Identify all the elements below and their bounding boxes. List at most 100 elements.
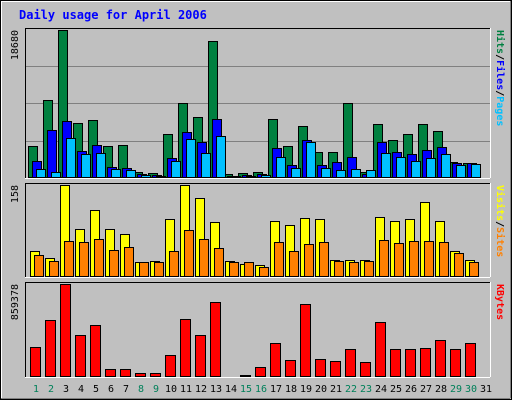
day-label-14: 14 xyxy=(225,384,237,395)
bar-kbytes-day-21 xyxy=(330,361,341,377)
bar-kbytes-day-26 xyxy=(405,349,416,377)
bar-sites-day-30 xyxy=(469,262,479,277)
bar-sites-day-14 xyxy=(229,262,239,277)
day-label-6: 6 xyxy=(108,384,114,395)
bar-kbytes-day-20 xyxy=(315,359,326,377)
bar-sites-day-16 xyxy=(259,267,269,277)
bar-kbytes-day-12 xyxy=(195,335,206,377)
chart-title: Daily usage for April 2006 xyxy=(19,8,207,22)
bar-kbytes-day-27 xyxy=(420,348,431,377)
day-label-29: 29 xyxy=(450,384,462,395)
bar-sites-day-8 xyxy=(139,262,149,277)
bar-pages-day-19 xyxy=(306,142,316,178)
day-label-30: 30 xyxy=(465,384,477,395)
visits_panel: 158 Visits/Sites xyxy=(10,183,506,278)
bar-sites-day-21 xyxy=(334,261,344,277)
bar-kbytes-day-1 xyxy=(30,347,41,377)
day-label-21: 21 xyxy=(330,384,342,395)
bar-sites-day-3 xyxy=(64,241,74,277)
legend-separator: / xyxy=(494,90,505,96)
bar-sites-day-11 xyxy=(184,230,194,277)
day-label-26: 26 xyxy=(405,384,417,395)
bar-pages-day-13 xyxy=(216,136,226,178)
bar-kbytes-day-2 xyxy=(45,320,56,377)
day-label-16: 16 xyxy=(255,384,267,395)
bar-pages-day-11 xyxy=(186,139,196,178)
bar-kbytes-day-9 xyxy=(150,373,161,377)
kbytes_panel: 859378 KBytes xyxy=(10,282,505,378)
bar-sites-day-12 xyxy=(199,239,209,277)
day-label-24: 24 xyxy=(375,384,387,395)
bar-sites-day-28 xyxy=(439,242,449,277)
bar-sites-day-1 xyxy=(34,255,44,277)
axis-legend-label: Hits/Files/Pages xyxy=(494,30,506,126)
bar-kbytes-day-28 xyxy=(435,340,446,377)
day-label-31: 31 xyxy=(480,384,492,395)
bar-pages-day-6 xyxy=(111,169,121,178)
y-max-label: 859378 xyxy=(10,284,21,320)
bar-kbytes-day-30 xyxy=(465,343,476,377)
bar-sites-day-23 xyxy=(364,261,374,277)
bar-files-day-2 xyxy=(47,130,57,178)
bar-pages-day-24 xyxy=(381,153,391,178)
bar-pages-day-4 xyxy=(81,154,91,178)
bar-kbytes-day-22 xyxy=(345,349,356,377)
bar-pages-day-3 xyxy=(66,138,76,178)
bar-sites-day-19 xyxy=(304,244,314,277)
bar-pages-day-9 xyxy=(156,176,166,178)
bar-pages-day-5 xyxy=(96,153,106,178)
y-max-label: 158 xyxy=(10,185,21,203)
day-label-19: 19 xyxy=(300,384,312,395)
day-label-4: 4 xyxy=(78,384,84,395)
day-label-27: 27 xyxy=(420,384,432,395)
bar-pages-day-2 xyxy=(51,172,61,178)
bar-kbytes-day-4 xyxy=(75,335,86,377)
day-label-8: 8 xyxy=(138,384,144,395)
bar-pages-day-17 xyxy=(276,157,286,178)
bar-kbytes-day-3 xyxy=(60,284,71,377)
bar-kbytes-day-16 xyxy=(255,367,266,377)
bar-pages-day-23 xyxy=(366,170,376,178)
bar-pages-day-8 xyxy=(141,175,151,178)
day-label-13: 13 xyxy=(210,384,222,395)
day-label-20: 20 xyxy=(315,384,327,395)
bar-sites-day-7 xyxy=(124,247,134,277)
bar-pages-day-1 xyxy=(36,169,46,178)
bar-pages-day-28 xyxy=(441,154,451,178)
bar-sites-day-10 xyxy=(169,251,179,277)
day-label-12: 12 xyxy=(195,384,207,395)
bar-kbytes-day-13 xyxy=(210,302,221,377)
bar-pages-day-18 xyxy=(291,168,301,178)
hits_panel: 18680 Hits/Files/Pages xyxy=(10,28,506,179)
legend-sites: Sites xyxy=(494,227,506,257)
bar-pages-day-29 xyxy=(456,165,466,178)
bar-sites-day-18 xyxy=(289,251,299,277)
bar-sites-day-2 xyxy=(49,261,59,277)
bar-sites-day-5 xyxy=(94,239,104,277)
bar-pages-day-16 xyxy=(261,175,271,178)
bar-sites-day-13 xyxy=(214,248,224,277)
day-label-11: 11 xyxy=(180,384,192,395)
bar-kbytes-day-15 xyxy=(240,375,251,377)
bar-kbytes-day-17 xyxy=(270,343,281,377)
day-label-5: 5 xyxy=(93,384,99,395)
day-label-18: 18 xyxy=(285,384,297,395)
legend-separator: / xyxy=(494,54,505,60)
bar-pages-day-21 xyxy=(336,170,346,178)
bar-sites-day-29 xyxy=(454,253,464,277)
bar-kbytes-day-23 xyxy=(360,362,371,377)
bar-sites-day-27 xyxy=(424,241,434,277)
bar-sites-day-4 xyxy=(79,242,89,277)
bar-pages-day-25 xyxy=(396,157,406,178)
bar-sites-day-6 xyxy=(109,250,119,277)
day-label-28: 28 xyxy=(435,384,447,395)
bar-sites-day-26 xyxy=(409,241,419,277)
bar-kbytes-day-19 xyxy=(300,304,311,377)
day-label-7: 7 xyxy=(123,384,129,395)
day-label-9: 9 xyxy=(153,384,159,395)
bar-kbytes-day-25 xyxy=(390,349,401,377)
day-labels: 1 2 3 4 5 6 7 8 9 10 11 12 13 14 15 16 17 18 19 20 21 22 23 24 2… xyxy=(33,384,492,395)
bar-pages-day-14 xyxy=(231,176,241,178)
bar-kbytes-day-5 xyxy=(90,325,101,377)
